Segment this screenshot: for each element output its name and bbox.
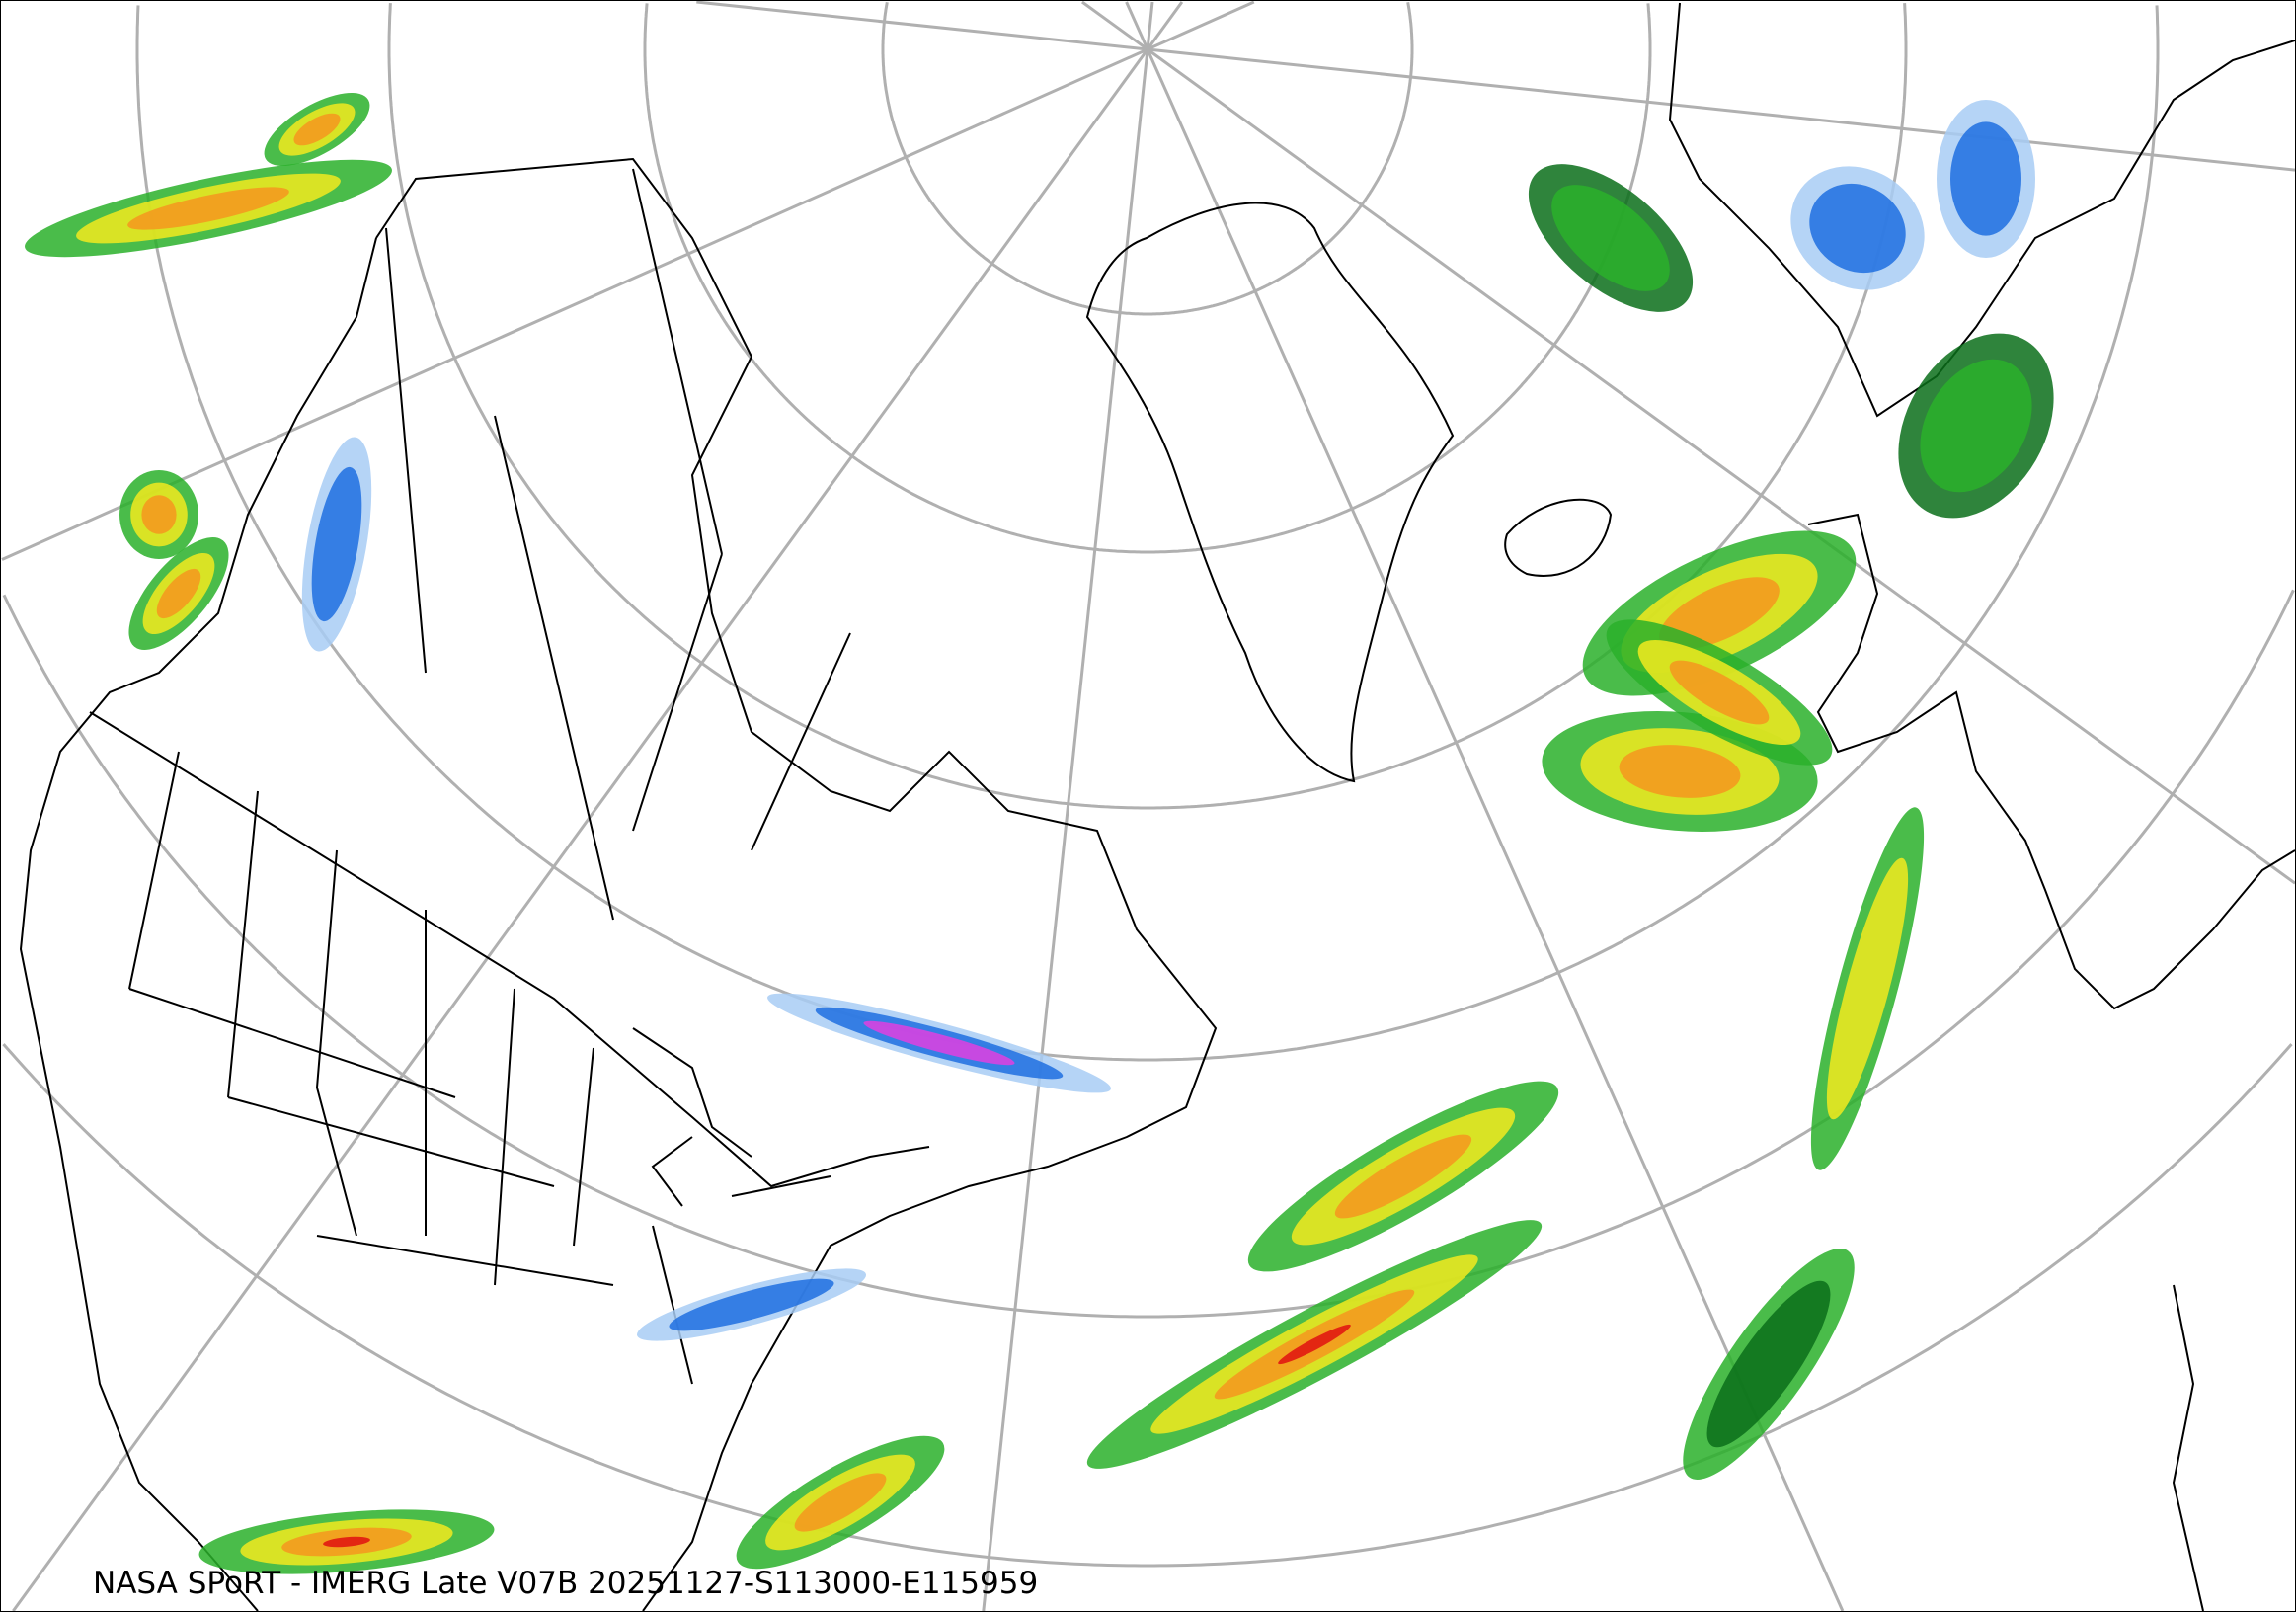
precip-cell [1619,745,1741,798]
great-lakes [632,1027,831,1207]
meridian-line [1146,48,1845,1611]
precip-cell [293,113,341,146]
coastlines-and-borders [19,2,2295,1611]
precip-cell [1920,359,2032,493]
latitude-circle [881,2,1414,316]
meridian-line [696,1,1148,51]
meridian-line [1147,47,2295,172]
precip-cell [1669,660,1770,725]
meridian-line [1147,1,1255,51]
meridian-line [1147,47,2295,885]
precip-cell [1826,857,1909,1120]
meridian-line [12,48,1149,1611]
latitude-circle [387,3,1908,810]
meridian-line [1125,1,1149,50]
precip-cell [794,1473,887,1532]
precip-cell [669,1278,834,1331]
greenland-coastline [1085,202,1455,783]
north-america-coastline [19,157,1218,1611]
latitude-circle [135,5,2160,1062]
meridian-line [1081,1,1148,51]
latitude-circle [643,3,1652,554]
precipitation-field [25,93,2054,1574]
precip-cell [1278,1324,1351,1365]
iceland-coastline [1504,498,1613,577]
precip-cell [156,568,201,619]
canada-province-borders [385,168,851,921]
precip-cell [1706,1280,1831,1448]
precip-cell [311,466,362,622]
meridian-line [1146,1,1184,50]
precip-cell [323,1536,370,1548]
meridian-line [982,48,1149,1611]
precip-cell [1551,185,1670,291]
precip-cell [1950,121,2021,236]
precip-cell [127,187,289,230]
canada-us-border [89,711,930,1188]
us-state-borders [128,751,693,1385]
latitude-circle [2,1043,2293,1568]
precip-cell [1334,1134,1472,1219]
precip-cell [141,495,177,534]
map-caption: NASA SPoRT - IMERG Late V07B 20251127-S1… [93,1566,1039,1601]
meridian-line [1,47,1148,561]
precip-cell [863,1020,1015,1066]
latitude-circle [2,589,2295,1319]
precip-cell [1809,183,1906,274]
precip-cell [1659,577,1780,650]
meridian-line [1146,1,1154,50]
